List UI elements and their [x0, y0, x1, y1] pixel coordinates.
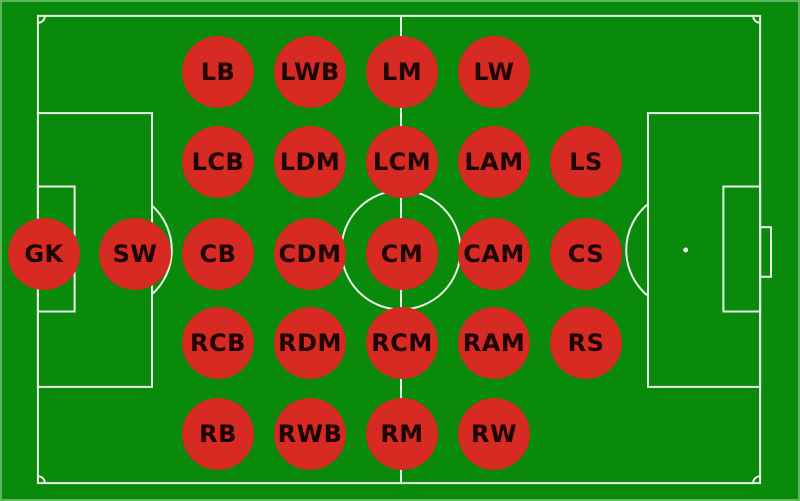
position-circle-rcm[interactable]: RCM	[366, 307, 438, 379]
position-circle-cam[interactable]: CAM	[458, 218, 530, 290]
position-circle-rb[interactable]: RB	[182, 398, 254, 470]
position-circle-lwb[interactable]: LWB	[274, 36, 346, 108]
position-circle-rm[interactable]: RM	[366, 398, 438, 470]
position-circle-cm[interactable]: CM	[366, 218, 438, 290]
position-circle-gk[interactable]: GK	[8, 218, 80, 290]
position-circle-rs[interactable]: RS	[550, 307, 622, 379]
penalty-area-right	[647, 112, 762, 388]
position-circle-ldm[interactable]: LDM	[274, 126, 346, 198]
position-circle-ls[interactable]: LS	[550, 126, 622, 198]
goal-area-right	[722, 185, 762, 313]
position-circle-ram[interactable]: RAM	[458, 307, 530, 379]
position-circle-lam[interactable]: LAM	[458, 126, 530, 198]
goal-right	[759, 226, 773, 278]
position-circle-cb[interactable]: CB	[182, 218, 254, 290]
penalty-spot-right	[683, 247, 689, 253]
position-circle-cs[interactable]: CS	[550, 218, 622, 290]
position-circle-lm[interactable]: LM	[366, 36, 438, 108]
corner-arc-bottom-left	[37, 475, 46, 484]
position-circle-lw[interactable]: LW	[458, 36, 530, 108]
position-circle-rdm[interactable]: RDM	[274, 307, 346, 379]
corner-arc-top-left	[37, 15, 46, 24]
position-circle-lcm[interactable]: LCM	[366, 126, 438, 198]
position-circle-sw[interactable]: SW	[99, 218, 171, 290]
position-circle-lcb[interactable]: LCB	[182, 126, 254, 198]
corner-arc-bottom-right	[752, 475, 761, 484]
position-circle-rw[interactable]: RW	[458, 398, 530, 470]
penalty-arc-left	[151, 204, 173, 296]
corner-arc-top-right	[752, 15, 761, 24]
position-circle-lb[interactable]: LB	[182, 36, 254, 108]
position-circle-rcb[interactable]: RCB	[182, 307, 254, 379]
penalty-arc-right	[625, 203, 649, 297]
position-circle-cdm[interactable]: CDM	[274, 218, 346, 290]
position-circle-rwb[interactable]: RWB	[274, 398, 346, 470]
